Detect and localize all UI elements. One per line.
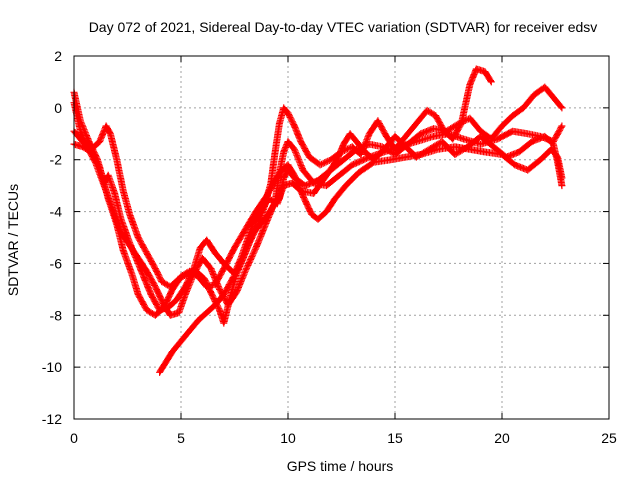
series-markers bbox=[156, 65, 495, 376]
y-tick-label: -4 bbox=[50, 204, 63, 220]
y-tick-label: -6 bbox=[50, 255, 63, 271]
y-tick-label: -8 bbox=[50, 307, 63, 323]
plot-frame bbox=[73, 55, 610, 420]
tick-labels: 0 5 10 15 20 25 -12 -10 -8 -6 -4 -2 0 2 bbox=[42, 48, 617, 446]
x-tick-label: 25 bbox=[601, 430, 617, 446]
series-markers bbox=[70, 83, 566, 327]
x-tick-label: 10 bbox=[280, 430, 296, 446]
x-tick-label: 20 bbox=[494, 430, 510, 446]
y-axis-label: SDTVAR / TECUs bbox=[5, 184, 21, 296]
x-axis-label: GPS time / hours bbox=[287, 458, 394, 474]
series-track-d bbox=[156, 65, 495, 376]
x-tick-label: 15 bbox=[387, 430, 403, 446]
y-tick-label: 2 bbox=[54, 48, 62, 64]
x-tick-label: 0 bbox=[70, 430, 78, 446]
axis-ticks bbox=[73, 55, 610, 420]
chart-title: Day 072 of 2021, Sidereal Day-to-day VTE… bbox=[89, 19, 598, 35]
y-tick-label: -10 bbox=[42, 359, 62, 375]
y-tick-label: -2 bbox=[50, 152, 63, 168]
series-track-c bbox=[70, 83, 566, 327]
y-tick-label: -12 bbox=[42, 411, 62, 427]
x-tick-label: 5 bbox=[177, 430, 185, 446]
data-points bbox=[70, 65, 566, 376]
grid-lines bbox=[74, 56, 609, 419]
y-tick-label: 0 bbox=[54, 100, 62, 116]
